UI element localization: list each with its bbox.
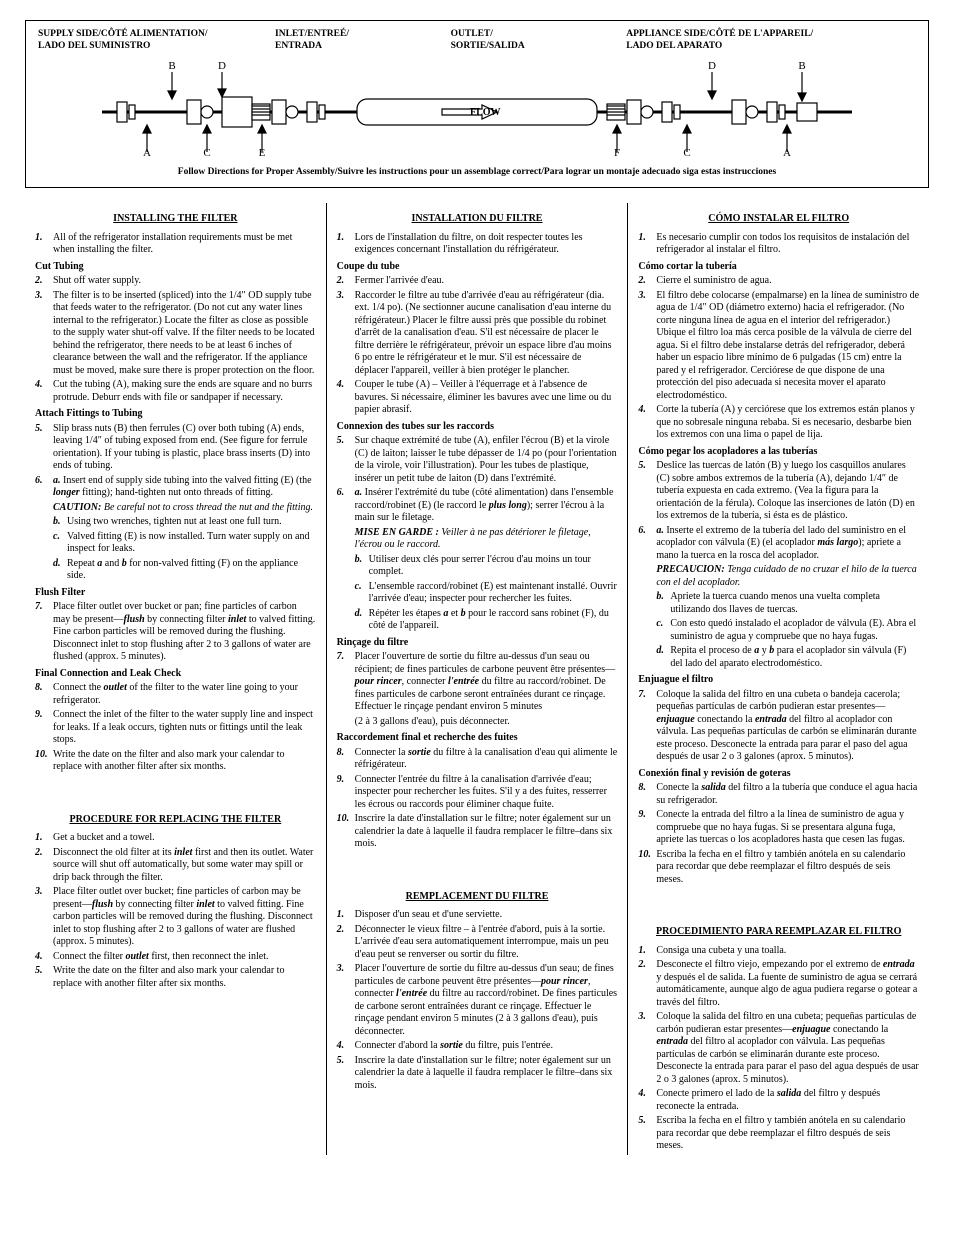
follow-directions: Follow Directions for Proper Assembly/Su…: [38, 167, 916, 179]
label-supply: SUPPLY SIDE/CÔTÉ ALIMENTATION/LADO DEL S…: [38, 29, 275, 53]
label-inlet: INLET/ENTREÉ/ENTRADA: [275, 29, 451, 53]
letter-b: B: [168, 60, 175, 72]
en-install-title: INSTALLING THE FILTER: [35, 213, 316, 226]
label-outlet: OUTLET/SORTIE/SALIDA: [451, 29, 627, 53]
svg-text:E: E: [259, 147, 266, 157]
en-proc-title: PROCEDURE FOR REPLACING THE FILTER: [35, 814, 316, 827]
svg-text:D: D: [218, 60, 226, 72]
svg-text:F: F: [614, 147, 620, 157]
col-spanish: CÓMO INSTALAR EL FILTRO 1.Es necesario c…: [627, 203, 929, 1155]
svg-text:A: A: [143, 147, 151, 157]
diagram-box: SUPPLY SIDE/CÔTÉ ALIMENTATION/LADO DEL S…: [25, 20, 929, 188]
svg-text:D: D: [708, 60, 716, 72]
svg-text:A: A: [783, 147, 791, 157]
svg-text:B: B: [798, 60, 805, 72]
svg-text:FLOW: FLOW: [470, 107, 501, 118]
svg-text:C: C: [203, 147, 210, 157]
svg-text:C: C: [683, 147, 690, 157]
three-columns: INSTALLING THE FILTER 1.All of the refri…: [25, 203, 929, 1155]
diagram-header-row: SUPPLY SIDE/CÔTÉ ALIMENTATION/LADO DEL S…: [38, 29, 916, 53]
label-appliance: APPLIANCE SIDE/CÔTÉ DE L'APPAREIL/LADO D…: [626, 29, 916, 53]
diagram-svg: B D A C E FLOW D B F C A: [38, 57, 916, 162]
col-english: INSTALLING THE FILTER 1.All of the refri…: [25, 203, 326, 1155]
col-french: INSTALLATION DU FILTRE 1.Lors de l'insta…: [326, 203, 628, 1155]
